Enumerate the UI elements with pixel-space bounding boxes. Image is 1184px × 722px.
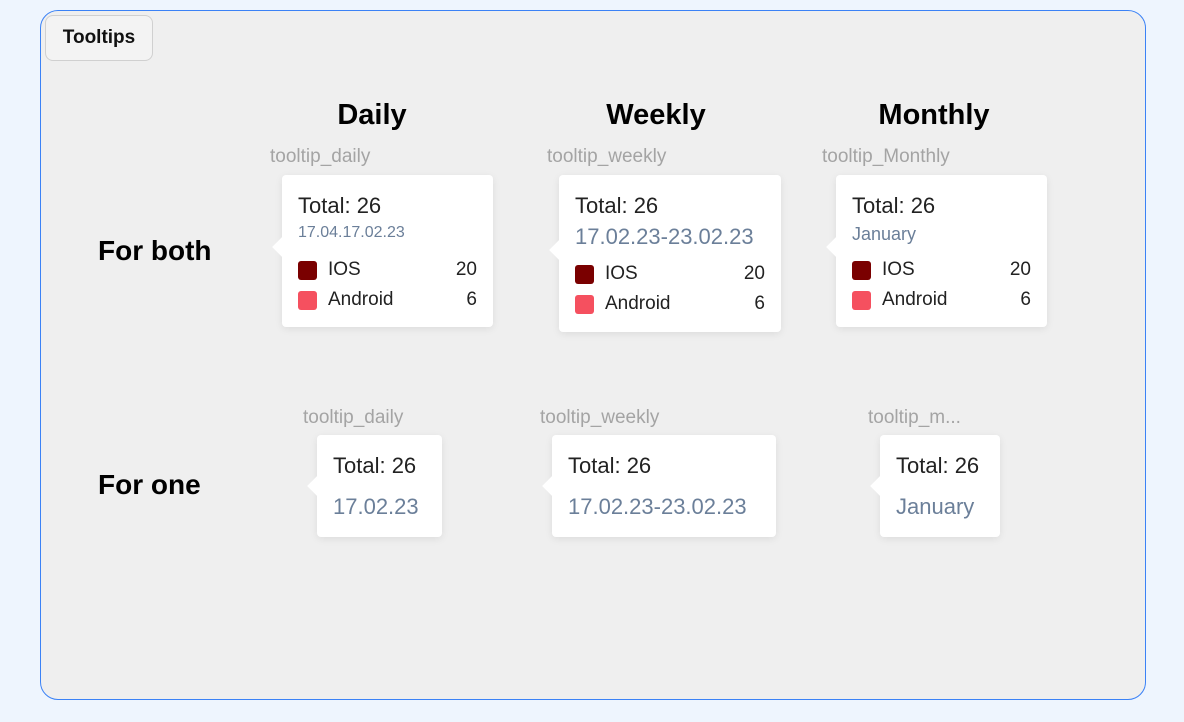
legend-name: IOS <box>882 259 915 280</box>
tooltip: Total: 26 January IOS 20 Android 6 <box>826 175 1047 327</box>
column-header: Daily <box>337 99 407 131</box>
tooltip-total: Total: 26 <box>852 193 936 218</box>
tooltip-date: 17.04.17.02.23 <box>298 224 405 241</box>
tooltip-total: Total: 26 <box>298 193 382 218</box>
tooltip-date: January <box>852 224 917 244</box>
tooltip: Total: 26 17.02.23-23.02.23 IOS 20 Android 6 <box>549 175 781 332</box>
legend-name: IOS <box>328 259 361 280</box>
layer-name: tooltip_weekly <box>547 146 667 167</box>
tooltip-total: Total: 26 <box>568 453 652 478</box>
tooltip: Total: 26 17.02.23 <box>307 435 442 537</box>
legend-value: 6 <box>466 289 477 310</box>
tooltip: Total: 26 17.02.23-23.02.23 <box>542 435 776 537</box>
tooltip-date: January <box>896 494 975 519</box>
row-label: For one <box>98 469 201 500</box>
column-header: Monthly <box>878 99 990 131</box>
legend-name: Android <box>328 289 394 310</box>
legend-swatch <box>298 290 317 310</box>
tooltip-date: 17.02.23-23.02.23 <box>568 494 747 519</box>
legend-value: 20 <box>743 263 765 284</box>
tooltip-total: Total: 26 <box>333 453 417 478</box>
layer-name: tooltip_daily <box>303 407 404 428</box>
layer-name: tooltip_Monthly <box>822 146 950 167</box>
frame <box>40 10 1146 700</box>
legend-value: 6 <box>754 293 765 314</box>
legend-swatch <box>575 294 594 314</box>
tooltip-date: 17.02.23-23.02.23 <box>575 224 754 249</box>
legend-item: IOS 20 <box>575 263 765 285</box>
badge: Tooltips <box>45 15 153 61</box>
legend-value: 20 <box>455 259 477 280</box>
legend-swatch <box>852 260 871 280</box>
legend-item: IOS 20 <box>852 259 1031 281</box>
tooltip-total: Total: 26 <box>896 453 980 478</box>
legend-item: Android 6 <box>852 289 1031 311</box>
column-header: Weekly <box>606 99 706 131</box>
layer-name: tooltip_weekly <box>540 407 660 428</box>
legend-name: Android <box>605 293 671 314</box>
layer-name: tooltip_daily <box>270 146 371 167</box>
tooltip-total: Total: 26 <box>575 193 659 218</box>
layer-name: tooltip_m... <box>868 407 961 428</box>
tooltip-date: 17.02.23 <box>333 494 419 519</box>
legend-item: IOS 20 <box>298 259 477 281</box>
legend-swatch <box>852 290 871 310</box>
legend-name: Android <box>882 289 948 310</box>
legend-value: 20 <box>1009 259 1031 280</box>
legend-item: Android 6 <box>298 289 477 311</box>
tooltip: Total: 26 January <box>870 435 1000 537</box>
row-label: For both <box>98 235 212 266</box>
legend-item: Android 6 <box>575 293 765 315</box>
legend-swatch <box>298 260 317 280</box>
tooltip: Total: 26 17.04.17.02.23 IOS 20 Android 6 <box>272 175 493 327</box>
legend-value: 6 <box>1020 289 1031 310</box>
legend-swatch <box>575 264 594 284</box>
legend-name: IOS <box>605 263 638 284</box>
